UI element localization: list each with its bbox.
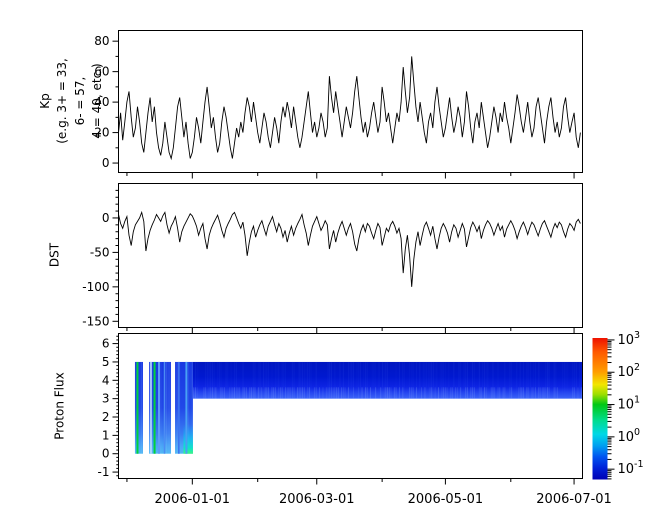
proton-panel-ytick-label: 1 (102, 428, 110, 442)
proton-panel: 6 5 4 3 2 1 0 -1 (98, 333, 583, 485)
kp-y-axis-label: Kp (e.g. 3+ = 33, 6- = 57, 4 = 40, etc.) (38, 58, 105, 144)
heatmap-stripe (153, 361, 156, 454)
proton-flux-y-axis-label: Proton Flux (52, 372, 67, 440)
heatmap-stripe (185, 361, 188, 454)
dst-panel-frame (118, 183, 583, 328)
dst-panel-ytick-label: 0 (102, 211, 110, 225)
heatmap-stripe (157, 361, 160, 454)
heatmap-stripe (178, 361, 180, 454)
colorbar: 103 102 101 100 10-1 (592, 330, 644, 480)
kp-panel-ytick-label: 60 (94, 65, 109, 79)
proton-flux-heatmap (134, 361, 583, 454)
x-axis-date-labels: 2006-01-01 2006-03-01 2006-05-01 2006-07-01 (155, 492, 612, 507)
heatmap-stripe (150, 361, 152, 454)
kp-panel-ytick-label: 40 (94, 95, 109, 109)
kp-panel-ytick-label: 80 (94, 34, 109, 48)
colorbar-tick-label: 10-1 (618, 459, 644, 477)
x-axis-date-label: 2006-05-01 (408, 492, 484, 507)
kp-index-series-line (118, 56, 581, 161)
proton-panel-ytick-label: 4 (102, 373, 110, 387)
dst-panel-ytick-label: -100 (82, 280, 109, 294)
dst-panel: 0 -50 -100 -150 (82, 183, 583, 334)
colorbar-tick-label: 103 (618, 330, 641, 348)
x-axis-date-label: 2006-07-01 (536, 492, 612, 507)
heatmap-stripe (163, 361, 166, 454)
proton-panel-ytick-label: 0 (102, 447, 110, 461)
colorbar-tick-label: 101 (618, 395, 641, 413)
proton-panel-ytick-label: 5 (102, 355, 110, 369)
kp-panel-ytick-label: 20 (94, 126, 109, 140)
heatmap-stripe (136, 361, 139, 454)
proton-panel-ytick-label: 6 (102, 337, 110, 351)
x-axis-date-label: 2006-03-01 (279, 492, 355, 507)
dst-y-axis-label: DST (47, 242, 62, 268)
colorbar-tick-label: 102 (618, 362, 641, 380)
dst-index-series-line (118, 210, 581, 287)
proton-panel-ytick-label: 3 (102, 392, 110, 406)
dst-panel-ytick-label: -150 (82, 314, 109, 328)
proton-panel-ytick-label: 2 (102, 410, 110, 424)
dst-panel-ytick-label: -50 (90, 245, 110, 259)
proton-panel-ytick-label: -1 (98, 465, 110, 479)
x-axis-date-label: 2006-01-01 (155, 492, 231, 507)
kp-panel-frame (118, 30, 583, 173)
kp-panel: 0 20 40 60 80 (94, 30, 583, 179)
kp-panel-ytick-label: 0 (102, 156, 110, 170)
colorbar-tick-label: 100 (618, 427, 641, 445)
